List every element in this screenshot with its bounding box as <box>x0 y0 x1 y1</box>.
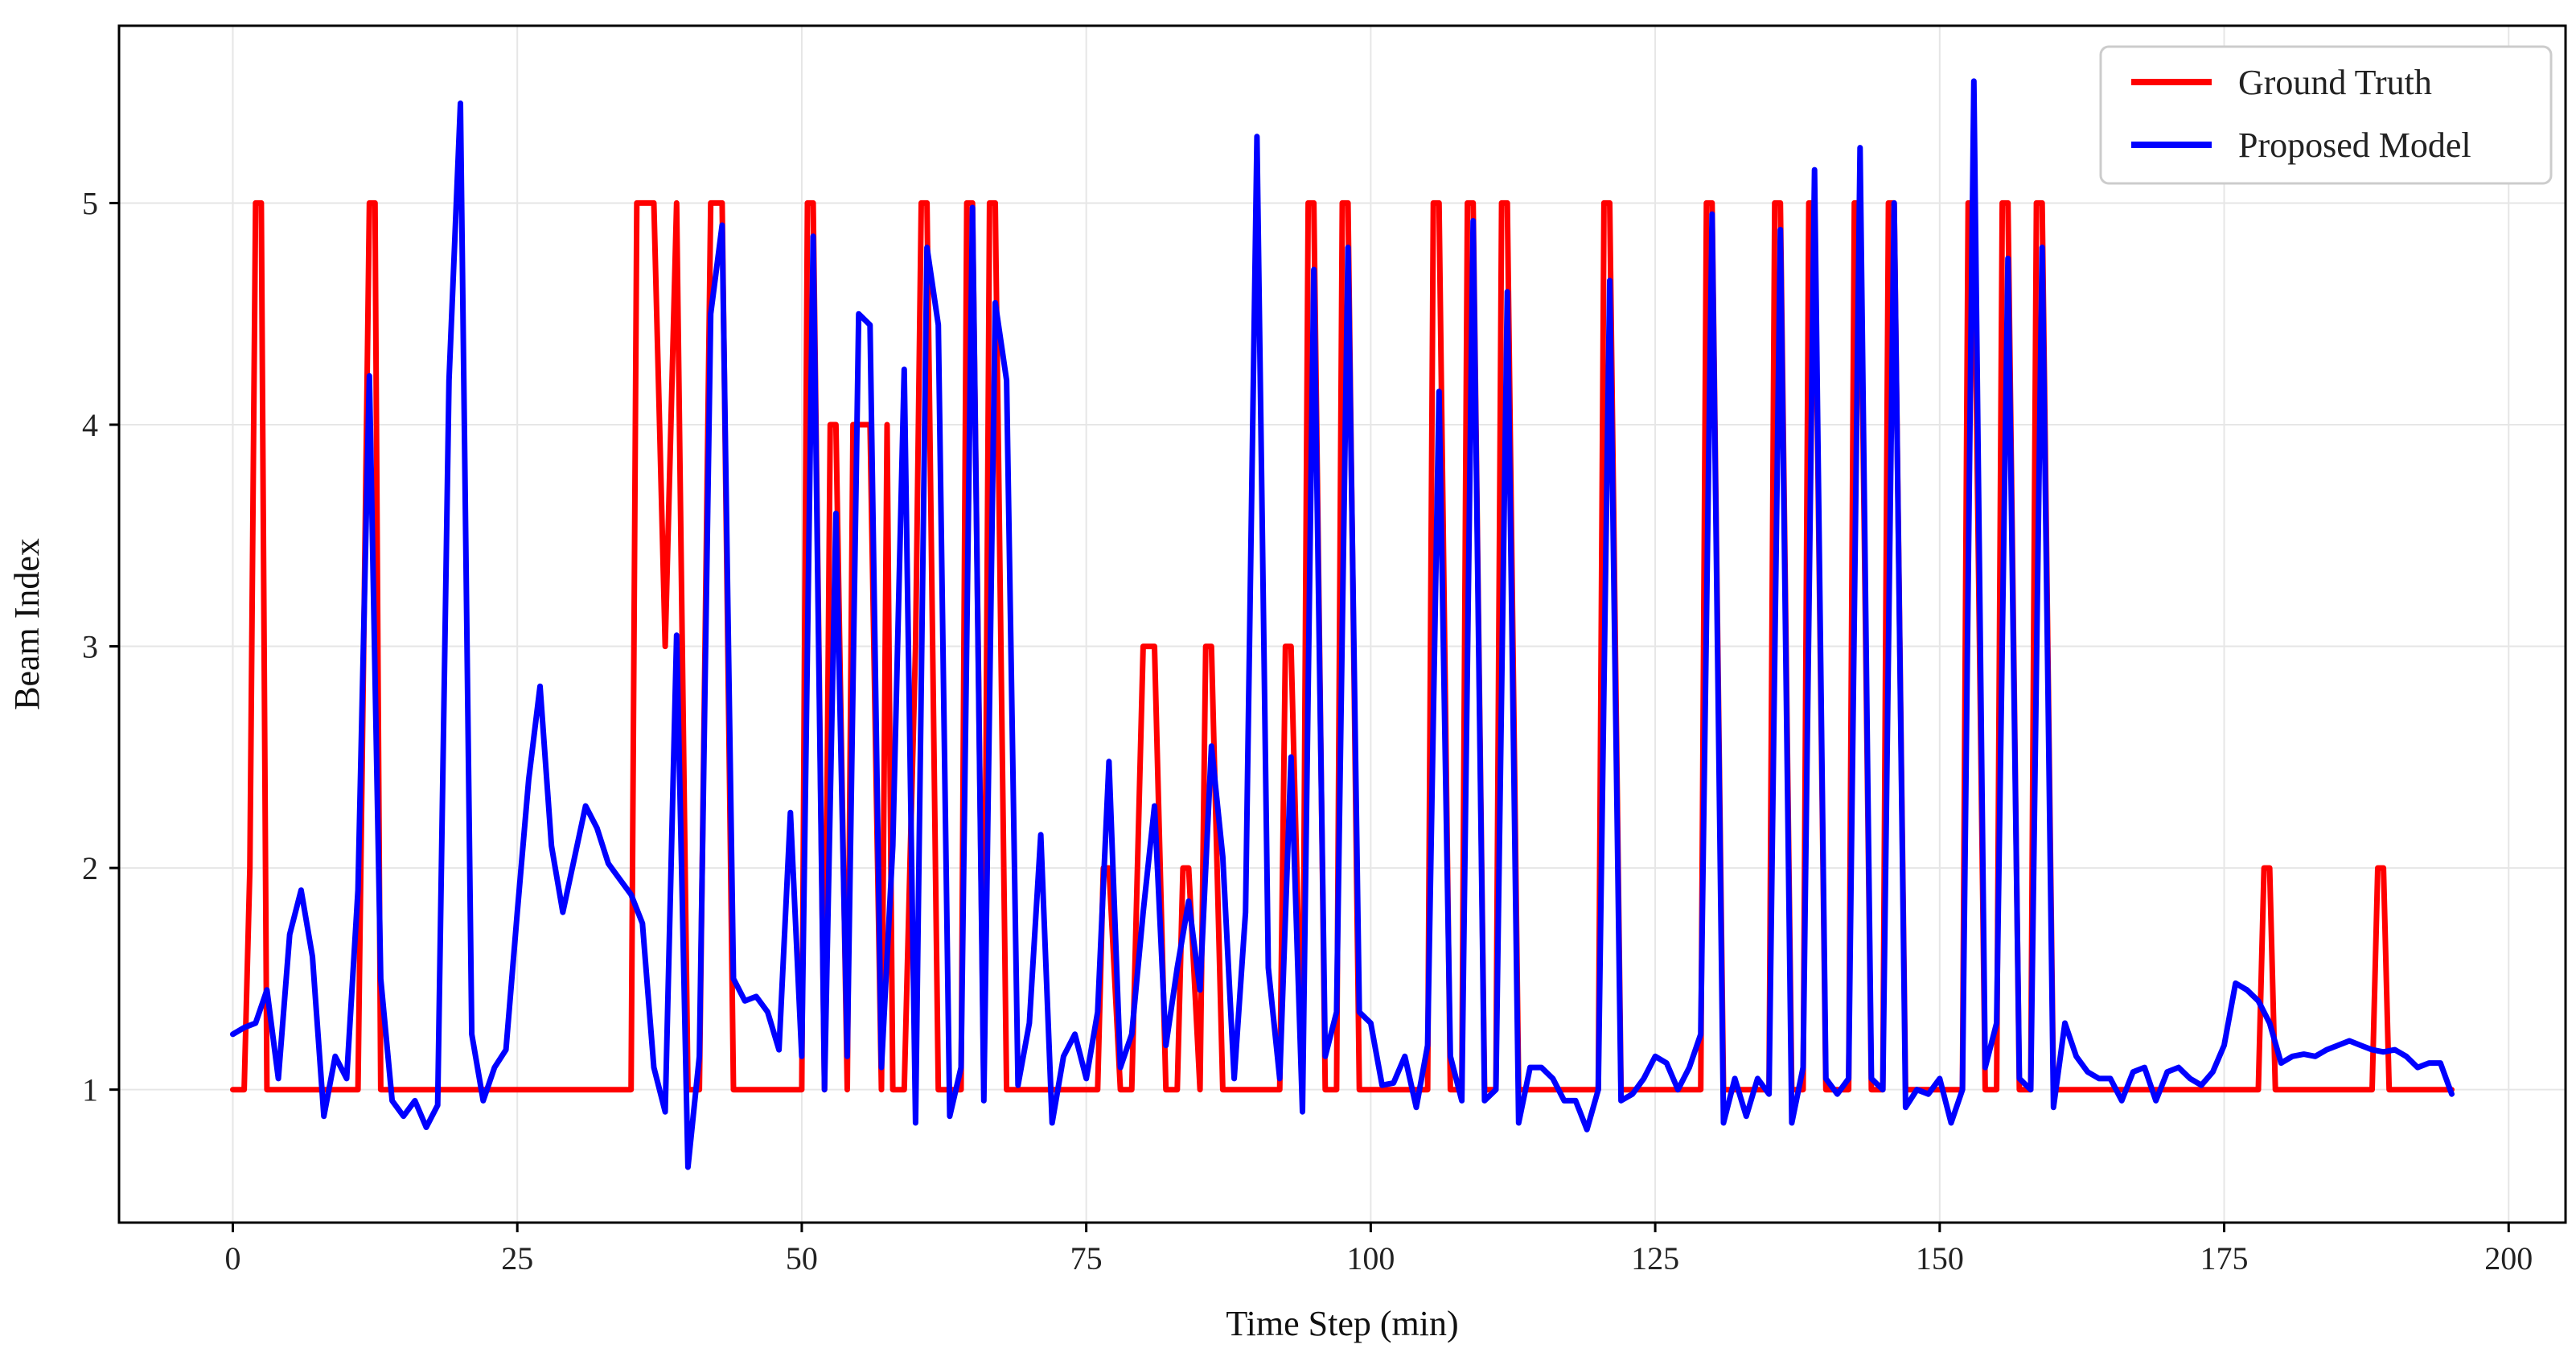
legend: Ground Truth Proposed Model <box>2099 45 2553 185</box>
x-tick-label: 150 <box>1916 1240 1964 1276</box>
x-tick-label: 125 <box>1631 1240 1679 1276</box>
series-layer <box>230 78 2455 1170</box>
legend-box <box>2099 45 2553 185</box>
y-tick-label: 2 <box>82 850 98 886</box>
x-axis-label: Time Step (min) <box>1226 1304 1458 1343</box>
x-tick-label: 75 <box>1070 1240 1103 1276</box>
series-line-proposed-model <box>230 78 2455 1170</box>
plot-frame <box>117 24 2567 1224</box>
tick-labels: 0 25 50 75 100 125 150 175 200 1 2 3 4 5 <box>82 185 2533 1276</box>
legend-label-proposed-model: Proposed Model <box>2238 125 2471 165</box>
x-tick-label: 0 <box>224 1240 240 1276</box>
x-tick-label: 100 <box>1346 1240 1395 1276</box>
x-tick-label: 25 <box>501 1240 533 1276</box>
y-tick-label: 5 <box>82 185 98 221</box>
y-axis-label: Beam Index <box>7 538 47 710</box>
ticks <box>109 201 2510 1232</box>
y-tick-label: 4 <box>82 407 98 443</box>
x-tick-label: 50 <box>786 1240 818 1276</box>
y-tick-label: 3 <box>82 629 98 665</box>
x-tick-label: 200 <box>2484 1240 2533 1276</box>
y-tick-label: 1 <box>82 1072 98 1108</box>
legend-label-ground-truth: Ground Truth <box>2238 63 2432 102</box>
x-tick-label: 175 <box>2200 1240 2249 1276</box>
